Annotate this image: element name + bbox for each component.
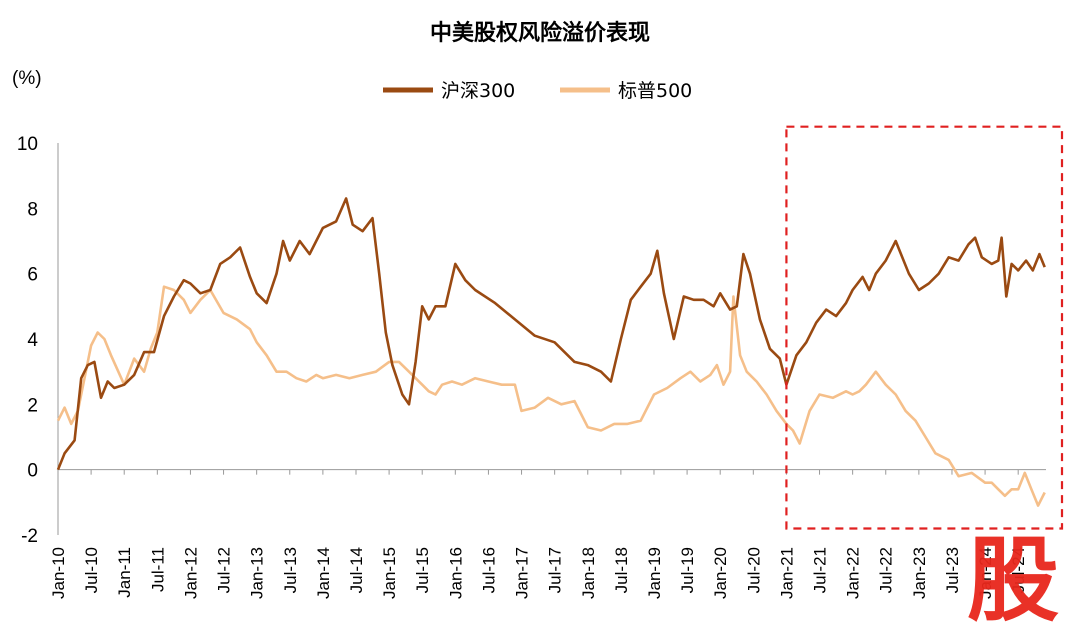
x-tick-label: Jan-13 bbox=[248, 547, 267, 599]
y-tick-label: 2 bbox=[27, 395, 38, 416]
x-tick-label: Jul-11 bbox=[148, 547, 167, 592]
y-tick-label: 4 bbox=[27, 330, 38, 351]
legend-label-hs300: 沪深300 bbox=[441, 80, 515, 102]
x-tick-label: Jul-18 bbox=[612, 547, 631, 593]
y-tick-label: 6 bbox=[27, 265, 38, 286]
x-tick-label: Jan-12 bbox=[181, 547, 200, 599]
x-tick-label: Jan-15 bbox=[380, 547, 399, 599]
x-tick-label: Jul-14 bbox=[347, 547, 366, 593]
y-axis-ticks: -2 0 2 4 6 8 10 bbox=[17, 134, 39, 547]
x-tick-label: Jan-11 bbox=[115, 547, 134, 598]
x-tick-label: Jan-16 bbox=[446, 547, 465, 599]
series-line-sp500 bbox=[56, 285, 1046, 507]
x-tick-label: Jul-12 bbox=[215, 547, 234, 593]
x-tick-label: Jul-23 bbox=[943, 547, 962, 593]
y-tick-label: 8 bbox=[27, 199, 38, 220]
x-tick-label: Jan-22 bbox=[844, 547, 863, 599]
x-tick-label: Jul-19 bbox=[678, 547, 697, 593]
highlight-box bbox=[785, 125, 1064, 530]
y-tick-label: 10 bbox=[17, 134, 38, 155]
x-tick-label: Jul-21 bbox=[811, 547, 830, 593]
chart-title: 中美股权风险溢价表现 bbox=[430, 20, 650, 46]
x-tick-label: Jan-24 bbox=[976, 547, 995, 599]
x-tick-label: Jul-10 bbox=[82, 547, 101, 593]
legend: 沪深300 标普500 bbox=[383, 80, 692, 102]
series-line-hs300 bbox=[56, 197, 1046, 471]
watermark: 股 bbox=[967, 527, 1059, 630]
x-tick-label: Jul-22 bbox=[877, 547, 896, 593]
x-tick-label: Jan-10 bbox=[49, 547, 68, 599]
x-tick-label: Jul-24 bbox=[1009, 547, 1028, 593]
x-axis-ticks: Jan-10 Jul-10 Jan-11 Jul-11 Jan-12 Jul-12 Jan-… bbox=[49, 469, 1028, 599]
x-tick-label: Jan-20 bbox=[711, 547, 730, 599]
x-tick-label: Jan-14 bbox=[314, 547, 333, 599]
y-tick-label: 0 bbox=[27, 461, 38, 482]
x-tick-label: Jan-18 bbox=[579, 547, 598, 599]
x-tick-label: Jan-17 bbox=[513, 547, 532, 599]
x-tick-label: Jul-17 bbox=[546, 547, 565, 593]
x-tick-label: Jan-19 bbox=[645, 547, 664, 599]
x-tick-label: Jul-13 bbox=[281, 547, 300, 593]
x-tick-label: Jan-21 bbox=[777, 547, 796, 599]
legend-label-sp500: 标普500 bbox=[618, 80, 692, 102]
y-axis-unit-label: (%) bbox=[12, 68, 42, 89]
x-tick-label: Jan-23 bbox=[910, 547, 929, 599]
x-tick-label: Jul-20 bbox=[744, 547, 763, 593]
x-tick-label: Jul-16 bbox=[479, 547, 498, 593]
y-tick-label: -2 bbox=[21, 526, 38, 547]
x-tick-label: Jul-15 bbox=[413, 547, 432, 593]
